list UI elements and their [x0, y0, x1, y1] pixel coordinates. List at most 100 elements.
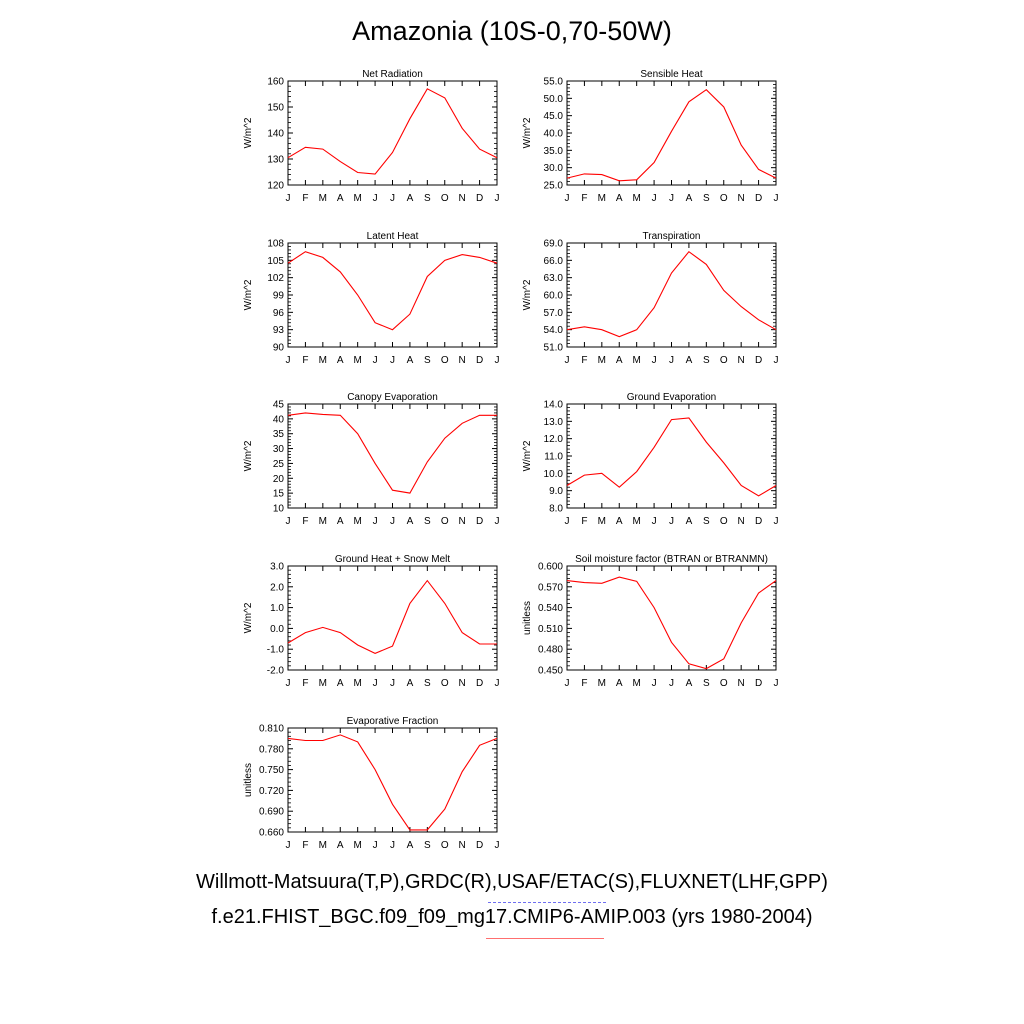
y-tick-label: 45.0: [544, 111, 564, 122]
x-tick-label: N: [459, 516, 466, 527]
x-tick-label: J: [495, 516, 500, 527]
x-tick-label: N: [459, 678, 466, 689]
x-tick-label: M: [598, 193, 606, 204]
y-axis-label: unitless: [522, 601, 533, 635]
x-tick-label: A: [686, 678, 693, 689]
y-tick-label: 0.510: [538, 624, 563, 635]
panel-title: Canopy Evaporation: [347, 392, 438, 403]
x-tick-label: J: [390, 516, 395, 527]
y-tick-label: 0.480: [538, 645, 563, 656]
y-tick-label: 35: [273, 429, 285, 440]
x-tick-label: J: [669, 193, 674, 204]
x-tick-label: D: [755, 355, 762, 366]
x-tick-label: F: [302, 678, 308, 689]
chart-panel: Soil moisture factor (BTRAN or BTRANMN) u…: [522, 554, 779, 689]
series-line: [566, 250, 777, 338]
x-tick-label: A: [407, 678, 414, 689]
y-tick-label: 35.0: [544, 146, 564, 157]
x-tick-label: J: [565, 193, 570, 204]
panel-title: Transpiration: [643, 231, 701, 242]
y-tick-label: 25: [273, 459, 285, 470]
y-tick-label: 30.0: [544, 163, 564, 174]
y-tick-label: 14.0: [544, 400, 564, 411]
x-tick-label: J: [652, 193, 657, 204]
x-tick-label: S: [703, 516, 710, 527]
y-tick-label: 66.0: [544, 256, 564, 267]
y-tick-label: 51.0: [544, 343, 564, 354]
y-tick-label: 0.690: [259, 807, 284, 818]
x-tick-label: F: [581, 516, 587, 527]
y-tick-label: 140: [267, 129, 284, 140]
x-tick-label: O: [720, 516, 728, 527]
x-tick-label: J: [495, 355, 500, 366]
x-tick-label: A: [686, 193, 693, 204]
main-title: Amazonia (10S-0,70-50W): [352, 16, 672, 46]
x-tick-label: O: [441, 355, 449, 366]
x-tick-label: O: [441, 840, 449, 851]
x-tick-label: A: [686, 355, 693, 366]
x-tick-label: S: [703, 355, 710, 366]
x-tick-label: J: [669, 678, 674, 689]
y-axis-label: W/m^2: [522, 117, 533, 148]
x-tick-label: M: [632, 516, 640, 527]
x-tick-label: M: [319, 840, 327, 851]
y-tick-label: 0.660: [259, 828, 284, 839]
panel-title: Ground Heat + Snow Melt: [335, 554, 451, 565]
x-tick-label: J: [373, 840, 378, 851]
x-tick-label: J: [390, 840, 395, 851]
y-tick-label: 1.0: [270, 603, 284, 614]
series-line: [287, 579, 497, 655]
y-tick-label: 160: [267, 77, 284, 88]
x-tick-label: A: [337, 840, 344, 851]
x-tick-label: O: [441, 193, 449, 204]
legend-line-red: [486, 938, 604, 939]
x-tick-label: S: [424, 355, 431, 366]
y-tick-label: 0.750: [259, 765, 284, 776]
x-tick-label: A: [407, 193, 414, 204]
y-tick-label: 99: [273, 291, 285, 302]
x-tick-label: D: [476, 840, 483, 851]
x-tick-label: J: [774, 516, 779, 527]
y-tick-label: 30: [273, 444, 285, 455]
x-tick-label: N: [459, 840, 466, 851]
x-tick-label: J: [495, 840, 500, 851]
x-tick-label: M: [632, 193, 640, 204]
x-tick-label: S: [424, 516, 431, 527]
x-tick-label: S: [424, 840, 431, 851]
panel-title: Ground Evaporation: [627, 392, 717, 403]
plot-frame: [566, 80, 777, 186]
x-tick-label: M: [319, 193, 327, 204]
footer-datasets: Willmott-Matsuura(T,P),GRDC(R),USAF/ETAC…: [196, 871, 828, 893]
x-tick-label: O: [441, 516, 449, 527]
x-tick-label: J: [669, 516, 674, 527]
x-tick-label: N: [459, 193, 466, 204]
x-tick-label: J: [373, 516, 378, 527]
x-tick-label: O: [441, 678, 449, 689]
x-tick-label: M: [353, 678, 361, 689]
y-tick-label: 150: [267, 103, 284, 114]
x-tick-label: J: [565, 678, 570, 689]
y-tick-label: 50.0: [544, 94, 564, 105]
panel-title: Soil moisture factor (BTRAN or BTRANMN): [575, 554, 768, 565]
x-tick-label: J: [390, 678, 395, 689]
y-tick-label: 2.0: [270, 582, 284, 593]
panel-title: Latent Heat: [367, 231, 419, 242]
x-tick-label: D: [755, 193, 762, 204]
x-tick-label: F: [581, 678, 587, 689]
x-tick-label: M: [598, 678, 606, 689]
plot-frame: [287, 565, 498, 671]
x-tick-label: F: [302, 840, 308, 851]
x-tick-label: D: [755, 516, 762, 527]
y-tick-label: 90: [273, 343, 285, 354]
y-tick-label: 108: [267, 239, 284, 250]
y-tick-label: 0.0: [270, 624, 284, 635]
y-tick-label: 93: [273, 325, 285, 336]
y-tick-label: 120: [267, 181, 284, 192]
x-tick-label: J: [565, 355, 570, 366]
x-tick-label: M: [353, 193, 361, 204]
x-tick-label: J: [652, 678, 657, 689]
series-line: [287, 251, 498, 331]
y-tick-label: 102: [267, 273, 284, 284]
x-tick-label: M: [632, 678, 640, 689]
